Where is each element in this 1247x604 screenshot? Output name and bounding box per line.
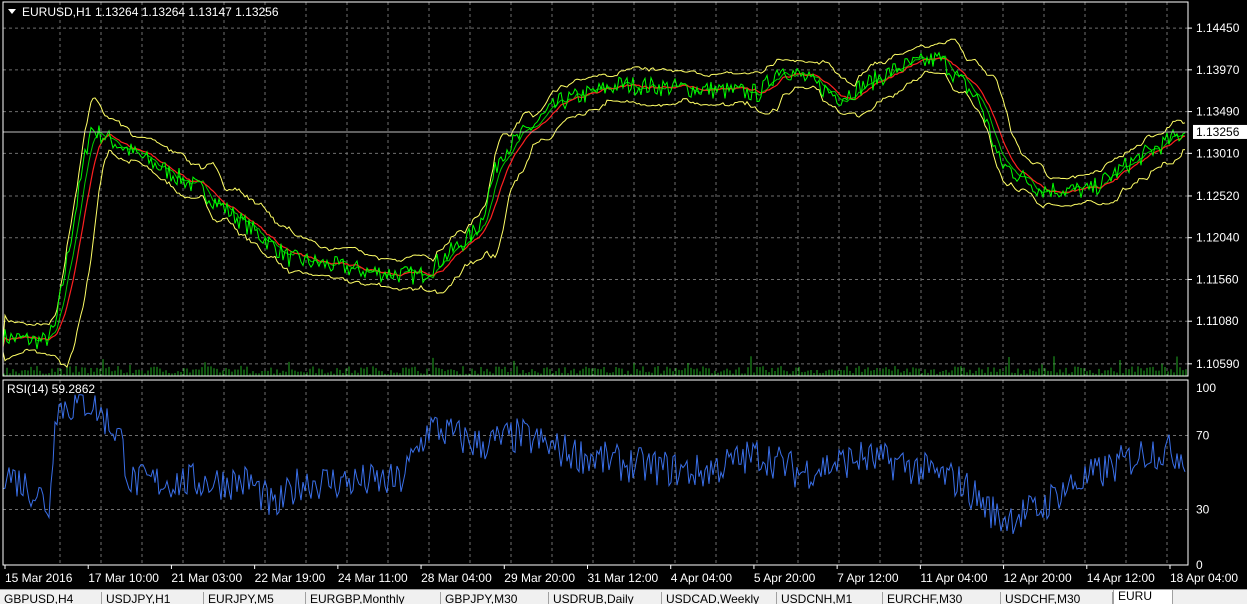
price-tick-label: 1.13970 [1196,63,1240,77]
time-tick-label: 24 Mar 11:00 [338,571,408,585]
rsi-level-label: 0 [1196,558,1203,572]
time-tick-label: 28 Mar 04:00 [421,571,492,585]
time-tick-label: 17 Mar 10:00 [88,571,159,585]
chart-tab[interactable]: EURU [1113,590,1173,604]
chart-tab[interactable]: USDCAD,Weekly [662,592,777,604]
time-axis: 15 Mar 2016 17 Mar 10:00 21 Mar 03:00 22 Ma… [4,565,1238,585]
price-tick-label: 1.10590 [1196,357,1240,371]
time-tick-label: 11 Apr 04:00 [920,571,987,585]
price-tick-label: 1.13490 [1196,105,1240,119]
time-tick-label: 22 Mar 19:00 [255,571,326,585]
price-line [2,51,1186,350]
current-price-text: 1.13256 [1196,125,1240,139]
moving-averages [2,55,1186,347]
time-tick-label: 12 Apr 20:00 [1004,571,1072,585]
time-tick-label: 31 Mar 12:00 [588,571,659,585]
chart-tab[interactable]: EURCHF,M30 [883,592,1001,604]
rsi-level-label: 30 [1196,503,1210,517]
time-tick-label: 15 Mar 2016 [5,571,73,585]
price-tick-label: 1.12040 [1196,231,1240,245]
time-tick-label: 29 Mar 20:00 [504,571,575,585]
time-tick-label: 14 Apr 12:00 [1087,571,1155,585]
main-panel-grid [3,2,1188,376]
chart-tab[interactable]: EURJPY,M5 [204,592,306,604]
price-tick-label: 1.14450 [1196,21,1240,35]
rsi-panel-grid [3,380,1188,565]
rsi-line [2,394,1186,535]
rsi-level-label: 70 [1196,429,1210,443]
price-tick-label: 1.11080 [1196,314,1239,328]
chart-tab[interactable]: GBPJPY,M30 [441,592,549,604]
price-tick-label: 1.12520 [1196,189,1240,203]
volume-histogram [3,356,1187,376]
dropdown-triangle-icon[interactable] [8,9,16,14]
symbol-label: EURUSD,H1 [22,5,92,19]
main-panel-header: EURUSD,H1 1.13264 1.13264 1.13147 1.1325… [8,5,279,19]
price-tick-label: 1.13010 [1196,146,1240,160]
price-axis: 1.14450 1.13970 1.13490 1.13010 1.12520 1.120… [1188,21,1240,371]
chart-tabs-bar: GBPUSD,H4 USDJPY,H1 EURJPY,M5 EURGBP,Monthl… [0,589,1247,604]
chart-tab[interactable]: USDJPY,H1 [102,592,204,604]
price-tick-label: 1.11560 [1196,272,1239,286]
bollinger-bands [2,38,1186,368]
main-panel-frame [2,1,1189,377]
rsi-level-label: 100 [1196,381,1216,395]
rsi-axis: 100 70 30 0 [1196,381,1216,572]
rsi-label: RSI(14) 59.2862 [7,382,95,396]
current-price-label: 1.13256 [1193,124,1247,139]
time-tick-label: 5 Apr 20:00 [754,571,816,585]
chart-tab[interactable]: USDCHF,M30 [1001,592,1113,604]
chart-tab[interactable]: EURGBP,Monthly [306,592,441,604]
chart-tab[interactable]: GBPUSD,H4 [0,592,102,604]
chart-area[interactable]: 1.14450 1.13970 1.13490 1.13010 1.12520 1.120… [0,0,1247,589]
time-tick-label: 4 Apr 04:00 [671,571,733,585]
time-tick-label: 18 Apr 04:00 [1170,571,1238,585]
rsi-panel-frame [2,379,1189,566]
time-tick-label: 7 Apr 12:00 [837,571,899,585]
time-tick-label: 21 Mar 03:00 [171,571,242,585]
chart-tab[interactable]: USDRUB,Daily [549,592,662,604]
chart-tab[interactable]: USDCNH,M1 [777,592,883,604]
ohlc-values: 1.13264 1.13264 1.13147 1.13256 [95,5,279,19]
